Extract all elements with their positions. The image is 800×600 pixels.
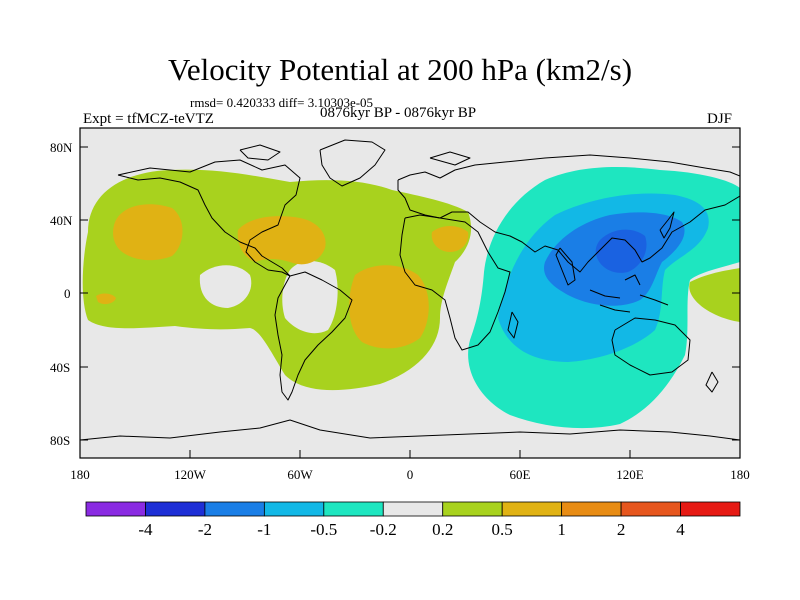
colorbar-box	[501, 501, 563, 517]
contour-positive-0.5-atlantic	[349, 265, 429, 349]
axis-ticks	[80, 146, 740, 458]
coast-antarctica	[80, 419, 740, 441]
colorbar	[85, 501, 741, 517]
season-label: DJF	[707, 111, 733, 127]
x-label-120e: 120E	[616, 467, 644, 482]
colorbar-label: -0.5	[310, 520, 338, 539]
map-plot-area	[80, 128, 740, 458]
experiment-label: Expt = tfMCZ-teVTZ	[83, 111, 214, 127]
colorbar-box	[680, 501, 741, 517]
coast-japan	[659, 211, 675, 239]
colorbar-box	[85, 501, 146, 517]
colorbar-box	[561, 501, 622, 517]
x-label-180-right: 180	[730, 467, 750, 482]
y-label-80s: 80S	[50, 433, 71, 448]
coast-arctic-islands	[239, 144, 471, 166]
contour-gap-pacific	[199, 265, 252, 308]
stats-label: rmsd= 0.420333 diff= 3.10303e-05	[190, 95, 374, 110]
coast-greenland	[319, 139, 386, 187]
coast-new-zealand	[705, 371, 719, 393]
plot-title: Velocity Potential at 200 hPa (km2/s)	[167, 52, 633, 87]
contour-positive-0.5-pacific	[113, 204, 183, 261]
coastlines	[80, 139, 740, 441]
colorbar-label: -0.2	[369, 520, 397, 539]
coast-maritime-continent	[589, 274, 669, 313]
y-label-0: 0	[64, 286, 71, 301]
coast-indian-peninsula	[555, 247, 576, 286]
x-label-120w: 120W	[174, 467, 206, 482]
colorbar-label: -4	[138, 520, 153, 539]
contour-positive-0.5-caribbean	[237, 216, 326, 265]
contour-positive-east-edge	[689, 268, 740, 322]
coast-australia	[611, 317, 691, 376]
colorbar-box	[204, 501, 265, 517]
colorbar-label: 0.5	[491, 520, 513, 539]
x-label-60w: 60W	[287, 467, 313, 482]
coast-south-america	[274, 271, 353, 401]
coast-europe-asia	[397, 154, 740, 273]
y-label-40n: 40N	[50, 213, 73, 228]
colorbar-box	[145, 501, 206, 517]
contour-positive-0.5-east-pacific	[96, 293, 116, 305]
period-label: 0876kyr BP - 0876kyr BP	[320, 105, 477, 121]
colorbar-box	[323, 501, 384, 517]
contour-gap-south-america	[282, 261, 338, 334]
coast-africa	[399, 214, 511, 351]
coast-madagascar	[507, 311, 519, 339]
colorbar-label: 1	[557, 520, 566, 539]
y-label-40s: 40S	[50, 360, 71, 375]
contour-negative-1	[544, 212, 685, 306]
colorbar-label: 0.2	[432, 520, 454, 539]
colorbar-label: -1	[257, 520, 272, 539]
colorbar-box	[620, 501, 681, 517]
contour-negative-2	[595, 229, 647, 273]
x-label-180-left: 180	[70, 467, 90, 482]
y-label-80n: 80N	[50, 140, 73, 155]
contour-positive-0.5-africa	[431, 226, 469, 252]
colorbar-box	[442, 501, 503, 517]
x-label-60e: 60E	[509, 467, 531, 482]
colorbar-label: 4	[676, 520, 685, 539]
colorbar-box	[263, 501, 325, 517]
colorbar-label: 2	[616, 520, 626, 539]
colorbar-label: -2	[197, 520, 212, 539]
x-label-0: 0	[406, 467, 414, 482]
coast-north-america	[117, 159, 301, 277]
colorbar-box	[382, 501, 444, 517]
